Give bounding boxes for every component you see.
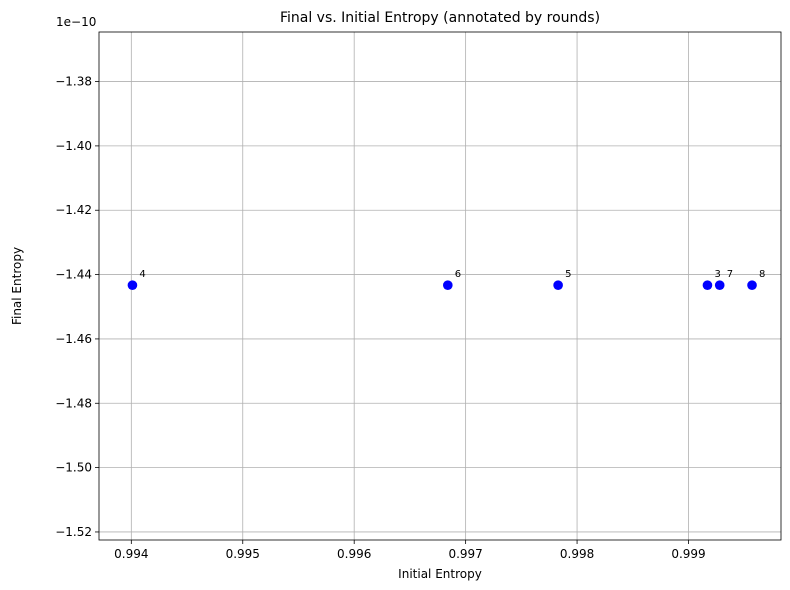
y-tick-label: −1.42 xyxy=(55,203,92,217)
point-annotation: 4 xyxy=(139,269,145,280)
x-tick-label: 0.998 xyxy=(560,547,594,561)
point-annotation: 5 xyxy=(565,269,571,280)
y-tick-label: −1.52 xyxy=(55,525,92,539)
y-tick-label: −1.44 xyxy=(55,268,92,282)
point-annotation: 6 xyxy=(455,269,461,280)
point-annotation: 7 xyxy=(727,269,733,280)
x-axis-label: Initial Entropy xyxy=(398,567,482,581)
x-tick-label: 0.995 xyxy=(226,547,260,561)
grid xyxy=(99,32,781,540)
x-tick-label: 0.999 xyxy=(671,547,705,561)
data-point xyxy=(747,280,757,290)
y-tick-label: −1.50 xyxy=(55,461,92,475)
data-point xyxy=(702,280,713,290)
x-tick-label: 0.997 xyxy=(448,547,482,561)
x-tick-label: 0.994 xyxy=(114,547,148,561)
y-tick-label: −1.40 xyxy=(55,139,92,153)
data-point xyxy=(443,280,453,290)
y-tick-label: −1.46 xyxy=(55,332,92,346)
y-tick-label: −1.48 xyxy=(55,396,92,410)
data-point xyxy=(553,280,563,290)
data-point xyxy=(127,280,138,290)
y-offset-text: 1e−10 xyxy=(56,15,96,29)
data-point xyxy=(714,280,725,290)
x-tick-label: 0.996 xyxy=(337,547,371,561)
point-annotation: 8 xyxy=(759,269,765,280)
plot-frame xyxy=(98,31,782,541)
chart-title: Final vs. Initial Entropy (annotated by … xyxy=(280,10,600,26)
y-axis-label: Final Entropy xyxy=(10,247,24,325)
axis-ticks: 0.994 0.995 0.996 0.997 0.998 0.999 −1.38 −1.40… xyxy=(55,75,705,561)
y-tick-label: −1.38 xyxy=(55,75,92,89)
point-annotation: 3 xyxy=(714,269,720,280)
